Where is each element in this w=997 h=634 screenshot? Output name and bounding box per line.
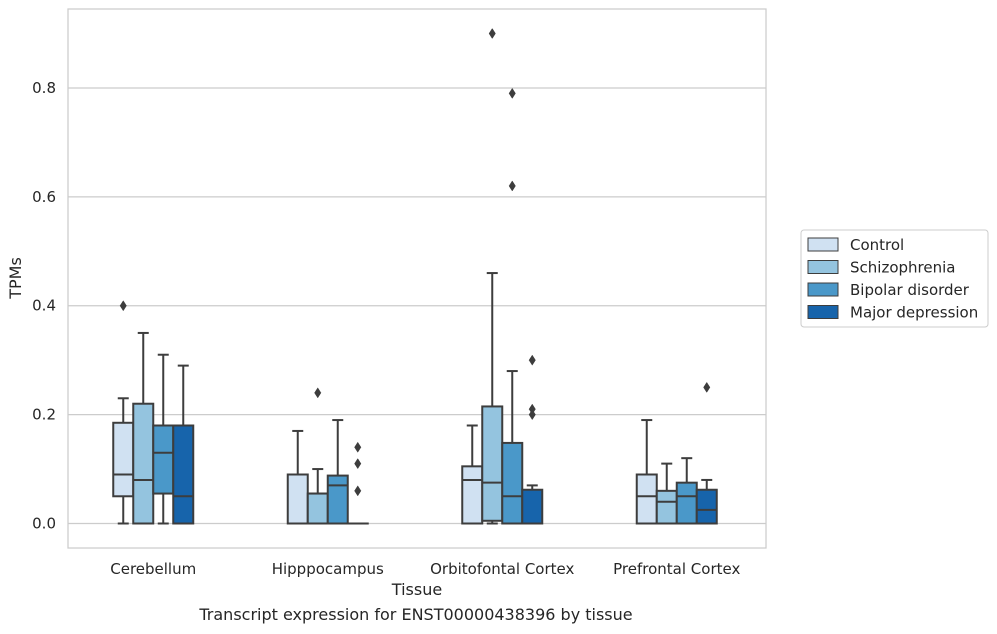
outlier-point (528, 354, 536, 366)
legend-label: Bipolar disorder (850, 281, 970, 299)
outlier-point (354, 458, 362, 470)
legend: Control Schizophrenia Bipolar disorder Majo… (800, 229, 989, 328)
box-body (481, 405, 504, 522)
legend-label: Schizophrenia (850, 259, 955, 277)
box-control (286, 429, 309, 525)
x-tick-label: Hipppocampus (272, 560, 384, 578)
chart-caption: Transcript expression for ENST0000043839… (199, 605, 633, 624)
box-bipolar-disorder (152, 353, 175, 525)
box-schizophrenia (306, 387, 329, 525)
x-axis-label: Tissue (391, 580, 442, 599)
box-major-depression (521, 354, 544, 525)
outlier-point (508, 180, 516, 192)
box-bipolar-disorder (501, 87, 524, 525)
y-tick-label: 0.6 (32, 188, 56, 206)
x-tick-label: Cerebellum (110, 560, 196, 578)
legend-frame (800, 229, 989, 328)
x-tick-labels: Cerebellum Hipppocampus Orbitofontal Corte… (110, 560, 740, 578)
y-tick-label: 0.8 (32, 79, 56, 97)
box-body (461, 465, 484, 525)
box-body (306, 492, 329, 525)
box-bipolar-disorder (326, 419, 349, 525)
y-tick-label: 0.4 (32, 297, 56, 315)
outlier-point (314, 387, 322, 399)
box-body (521, 488, 544, 525)
y-tick-labels: 0.0 0.2 0.4 0.6 0.8 (32, 79, 56, 533)
legend-swatch (807, 282, 839, 297)
y-tick-label: 0.0 (32, 515, 56, 533)
box-bipolar-disorder (675, 457, 698, 525)
outlier-point (354, 441, 362, 453)
box-control (635, 419, 658, 525)
box-body (112, 421, 135, 498)
box-schizophrenia (132, 331, 155, 525)
box-major-depression (346, 441, 369, 525)
x-tick-label: Prefrontal Cortex (613, 560, 740, 578)
box-body (326, 474, 349, 525)
box-schizophrenia (481, 28, 504, 525)
legend-swatch (807, 305, 839, 319)
x-tick-label: Orbitofontal Cortex (430, 560, 574, 578)
outlier-point (528, 409, 536, 421)
box-body (152, 424, 175, 495)
legend-swatch (807, 260, 839, 274)
box-major-depression (172, 364, 195, 525)
box-plot-series (112, 28, 718, 525)
outlier-point (703, 381, 711, 393)
y-tick-label: 0.2 (32, 406, 56, 424)
box-schizophrenia (655, 462, 678, 525)
y-axis-label: TPMs (6, 257, 25, 300)
box-body (655, 489, 678, 525)
outlier-point (119, 300, 127, 312)
box-control (461, 424, 484, 525)
box-body (501, 441, 524, 525)
legend-label: Major depression (850, 304, 978, 322)
outlier-point (354, 485, 362, 497)
legend-label: Control (850, 236, 904, 254)
legend-swatch (807, 237, 839, 252)
plot-frame (67, 8, 767, 549)
box-body (172, 424, 195, 525)
box-body (675, 481, 698, 525)
box-control (112, 300, 135, 525)
box-body (635, 473, 658, 525)
box-body (132, 402, 155, 525)
box-body (286, 473, 309, 525)
outlier-point (508, 87, 516, 99)
box-major-depression (695, 381, 718, 525)
box-body (695, 488, 718, 525)
outlier-point (488, 28, 496, 39)
